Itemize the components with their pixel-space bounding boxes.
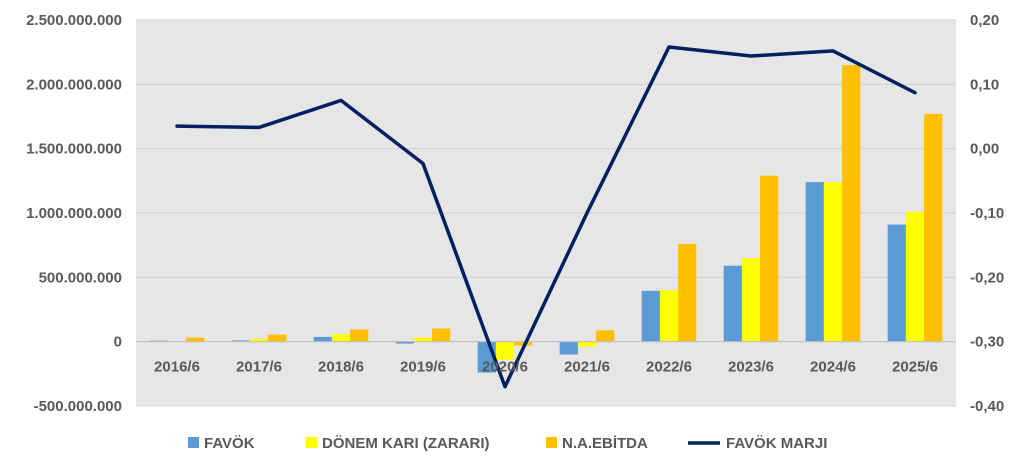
right-tick-label: 0,10 — [970, 76, 999, 93]
right-tick-label: -0,40 — [970, 398, 1004, 415]
category-label: 2022/6 — [646, 359, 692, 376]
legend-swatch — [306, 437, 317, 448]
right-tick-label: -0,20 — [970, 269, 1004, 286]
bar-1-2025/6 — [887, 224, 906, 342]
bar-1-2019/6 — [395, 341, 414, 344]
line-series — [175, 45, 917, 389]
category-label: 2019/6 — [400, 359, 446, 376]
bar-1-2024/6 — [805, 182, 824, 342]
left-tick-label: 0 — [114, 334, 122, 351]
left-tick-label: 2.500.000.000 — [26, 12, 122, 29]
category-label: 2025/6 — [892, 359, 938, 376]
bar-2-2017/6 — [249, 338, 269, 342]
bar-3-2021/6 — [596, 330, 615, 342]
category-label: 2018/6 — [318, 359, 364, 376]
legend: FAVÖK DÖNEM KARI (ZARARI) N.A.EBİTDA FAVÖK … — [188, 435, 827, 452]
bar-1-2017/6 — [231, 340, 250, 342]
legend-label: DÖNEM KARI (ZARARI) — [322, 435, 489, 452]
bar-2-2019/6 — [413, 337, 433, 342]
bar-3-2017/6 — [268, 334, 287, 342]
bar-1-2016/6 — [149, 340, 168, 342]
bar-2-2018/6 — [331, 334, 351, 342]
category-label: 2020/6 — [482, 359, 528, 376]
left-tick-label: 1.000.000.000 — [26, 205, 122, 222]
bar-3-2020/6 — [514, 341, 533, 346]
legend-swatch — [546, 437, 557, 448]
bar-3-2018/6 — [350, 329, 369, 342]
category-label: 2016/6 — [154, 359, 200, 376]
left-tick-label: 500.000.000 — [39, 269, 122, 286]
legend-label: FAVÖK — [204, 435, 255, 452]
bar-3-2016/6 — [186, 337, 205, 342]
left-tick-label: -500.000.000 — [34, 398, 122, 415]
legend-label: N.A.EBİTDA — [562, 435, 648, 452]
category-label: 2023/6 — [728, 359, 774, 376]
right-axis-ticks: -0,40 -0,30 -0,20 -0,10 0,00 0,10 0,20 — [970, 12, 1004, 415]
right-tick-label: -0,30 — [970, 334, 1004, 351]
bar-3-2022/6 — [678, 243, 697, 342]
bar-1-2018/6 — [313, 336, 332, 342]
bar-3-2025/6 — [924, 113, 943, 342]
right-tick-label: 0,00 — [970, 141, 999, 158]
left-axis-ticks: -500.000.000 0 500.000.000 1.000.000.000 1.5… — [26, 12, 122, 415]
bar-1-2022/6 — [641, 290, 660, 342]
bar-3-2024/6 — [842, 65, 861, 342]
bar-2-2024/6 — [823, 182, 843, 342]
bar-2-2021/6 — [577, 341, 597, 347]
line-series-1 — [175, 45, 917, 389]
bar-1-2023/6 — [723, 265, 742, 342]
right-tick-label: -0,10 — [970, 205, 1004, 222]
left-tick-label: 1.500.000.000 — [26, 141, 122, 158]
bar-marks — [149, 65, 943, 373]
bar-2-2025/6 — [905, 211, 925, 342]
left-tick-label: 2.000.000.000 — [26, 76, 122, 93]
legend-label: FAVÖK MARJI — [726, 435, 827, 452]
category-label: 2017/6 — [236, 359, 282, 376]
category-label: 2024/6 — [810, 359, 856, 376]
legend-swatch — [188, 437, 199, 448]
bar-2-2022/6 — [659, 290, 679, 342]
category-axis-ticks: 2016/6 2017/6 2018/6 2019/6 2020/6 2021/6 2022… — [154, 359, 938, 376]
bar-1-2021/6 — [559, 341, 578, 355]
right-tick-label: 0,20 — [970, 12, 999, 29]
bar-2-2020/6 — [495, 341, 515, 360]
category-label: 2021/6 — [564, 359, 610, 376]
bar-3-2019/6 — [432, 328, 451, 342]
bar-2-2023/6 — [741, 258, 761, 342]
bar-3-2023/6 — [760, 175, 779, 342]
